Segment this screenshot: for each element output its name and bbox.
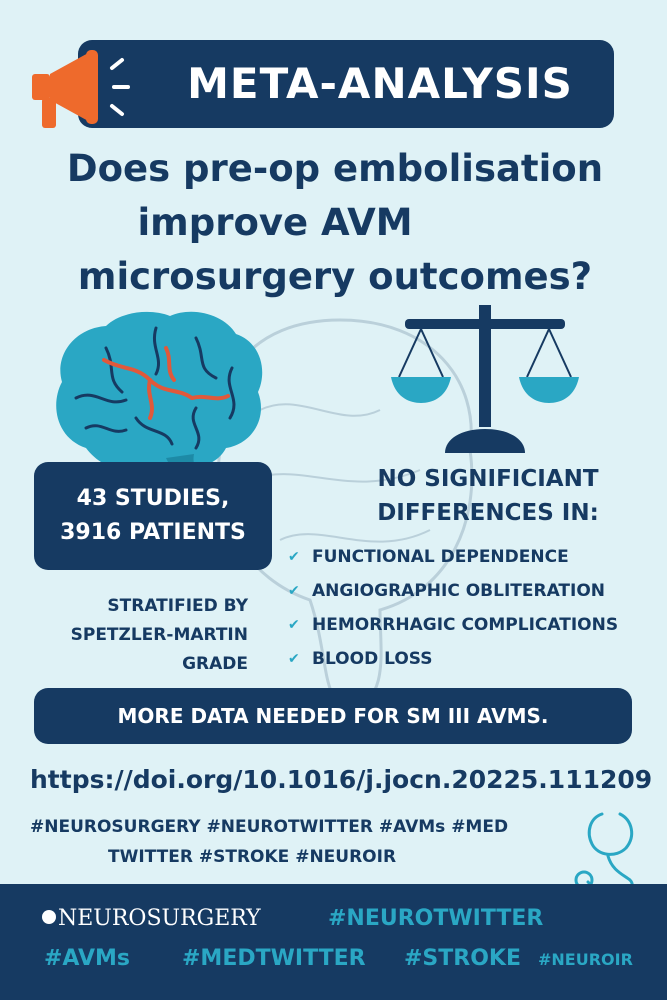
conclusion-bar: MORE DATA NEEDED FOR SM III AVMS.	[34, 688, 632, 744]
studies-count-box: 43 STUDIES, 3916 PATIENTS	[34, 462, 272, 570]
no-difference-line-2: DIFFERENCES IN:	[377, 500, 599, 526]
hashtags-line-2: TWITTER #STROKE #NEUROIR	[108, 847, 397, 867]
question-line-2: improve AVM	[137, 201, 413, 244]
outcome-label: BLOOD LOSS	[312, 649, 433, 669]
footer-neurosurgery-label: NEUROSURGERY	[58, 906, 261, 931]
title-banner	[78, 40, 614, 128]
megaphone-icon	[32, 50, 130, 128]
outcome-label: ANGIOGRAPHIC OBLITERATION	[312, 581, 606, 601]
brain-icon	[56, 311, 263, 480]
banner-title: META-ANALYSIS	[187, 59, 573, 108]
footer-bar	[0, 884, 667, 1000]
list-item: ✔ ANGIOGRAPHIC OBLITERATION	[288, 574, 660, 608]
balance-scale-icon	[391, 305, 579, 453]
footer-neuroir: #NEUROIR	[538, 950, 633, 969]
outcome-label: FUNCTIONAL DEPENDENCE	[312, 547, 569, 567]
footer-medtwitter: #MEDTWITTER	[182, 946, 366, 971]
footer-stroke: #STROKE	[404, 946, 522, 971]
no-difference-line-1: NO SIGNIFICIANT	[377, 466, 599, 492]
question-line-3: microsurgery outcomes?	[77, 255, 593, 298]
stratified-note: STRATIFIED BY SPETZLER-MARTIN GRADE	[36, 592, 248, 679]
no-difference-heading: NO SIGNIFICIANT DIFFERENCES IN:	[328, 462, 648, 530]
footer-neurotwitter: #NEUROTWITTER	[328, 906, 544, 931]
check-icon: ✔	[288, 651, 300, 667]
check-icon: ✔	[288, 549, 300, 565]
doi-link[interactable]: https://doi.org/10.1016/j.jocn.20225.111…	[30, 765, 653, 794]
patients-count: 3916 PATIENTS	[60, 520, 246, 545]
outcome-list: ✔ FUNCTIONAL DEPENDENCE ✔ ANGIOGRAPHIC OBL…	[288, 540, 660, 676]
hashtags-line-1: #NEUROSURGERY #NEUROTWITTER #AVMs #MED	[30, 817, 509, 837]
list-item: ✔ HEMORRHAGIC COMPLICATIONS	[288, 608, 660, 642]
hashtags: #NEUROSURGERY #NEUROTWITTER #AVMs #MED T…	[30, 812, 590, 872]
stratified-line-3: GRADE	[182, 654, 248, 674]
check-icon: ✔	[288, 617, 300, 633]
outcome-label: HEMORRHAGIC COMPLICATIONS	[312, 615, 619, 635]
list-item: ✔ FUNCTIONAL DEPENDENCE	[288, 540, 660, 574]
question-line-1: Does pre-op embolisation	[66, 147, 604, 190]
stratified-line-2: SPETZLER-MARTIN	[70, 625, 248, 645]
stratified-line-1: STRATIFIED BY	[107, 596, 248, 616]
check-icon: ✔	[288, 583, 300, 599]
studies-count: 43 STUDIES,	[76, 486, 230, 511]
question-heading: Does pre-op embolisation improve AVM mic…	[30, 142, 640, 304]
list-item: ✔ BLOOD LOSS	[288, 642, 660, 676]
footer-neurosurgery: NEUROSURGERY	[42, 906, 261, 931]
footer-avms: #AVMs	[44, 946, 130, 971]
globe-icon	[42, 910, 56, 924]
